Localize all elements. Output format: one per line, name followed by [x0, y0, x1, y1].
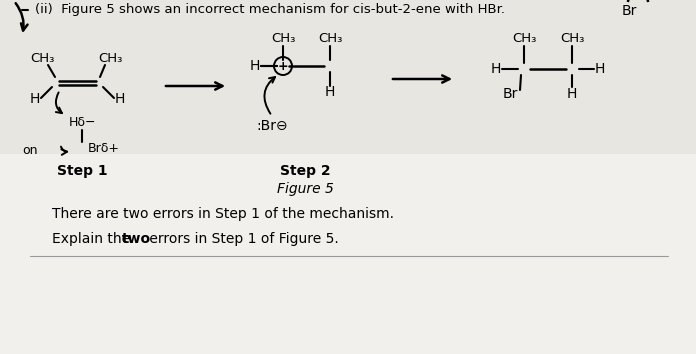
- Text: Brδ+: Brδ+: [88, 143, 120, 155]
- Text: H: H: [595, 62, 606, 76]
- Text: Br: Br: [622, 4, 638, 18]
- Text: H: H: [30, 92, 40, 106]
- Text: errors in Step 1 of Figure 5.: errors in Step 1 of Figure 5.: [145, 232, 339, 246]
- Text: Hδ−: Hδ−: [68, 116, 96, 130]
- Text: (ii)  Figure 5 shows an incorrect mechanism for cis-but-2-ene with HBr.: (ii) Figure 5 shows an incorrect mechani…: [35, 4, 505, 17]
- Text: Figure 5: Figure 5: [276, 182, 333, 196]
- Text: :Br⊖: :Br⊖: [256, 119, 288, 133]
- Text: There are two errors in Step 1 of the mechanism.: There are two errors in Step 1 of the me…: [52, 207, 394, 221]
- Text: on: on: [22, 143, 38, 156]
- Text: H: H: [491, 62, 501, 76]
- Text: Step 2: Step 2: [280, 164, 331, 178]
- Text: CH₃: CH₃: [512, 33, 536, 46]
- Text: CH₃: CH₃: [318, 33, 342, 46]
- Text: H: H: [115, 92, 125, 106]
- Text: CH₃: CH₃: [271, 33, 295, 46]
- Text: CH₃: CH₃: [98, 51, 122, 64]
- Text: Step 1: Step 1: [56, 164, 107, 178]
- Text: CH₃: CH₃: [30, 51, 54, 64]
- Text: two: two: [122, 232, 151, 246]
- Text: H: H: [567, 87, 577, 101]
- Text: H: H: [325, 85, 335, 99]
- Text: CH₃: CH₃: [560, 33, 584, 46]
- Text: Explain the: Explain the: [52, 232, 134, 246]
- Text: H: H: [250, 59, 260, 73]
- FancyBboxPatch shape: [0, 154, 696, 354]
- Text: +: +: [278, 59, 288, 73]
- Text: Br: Br: [503, 87, 518, 101]
